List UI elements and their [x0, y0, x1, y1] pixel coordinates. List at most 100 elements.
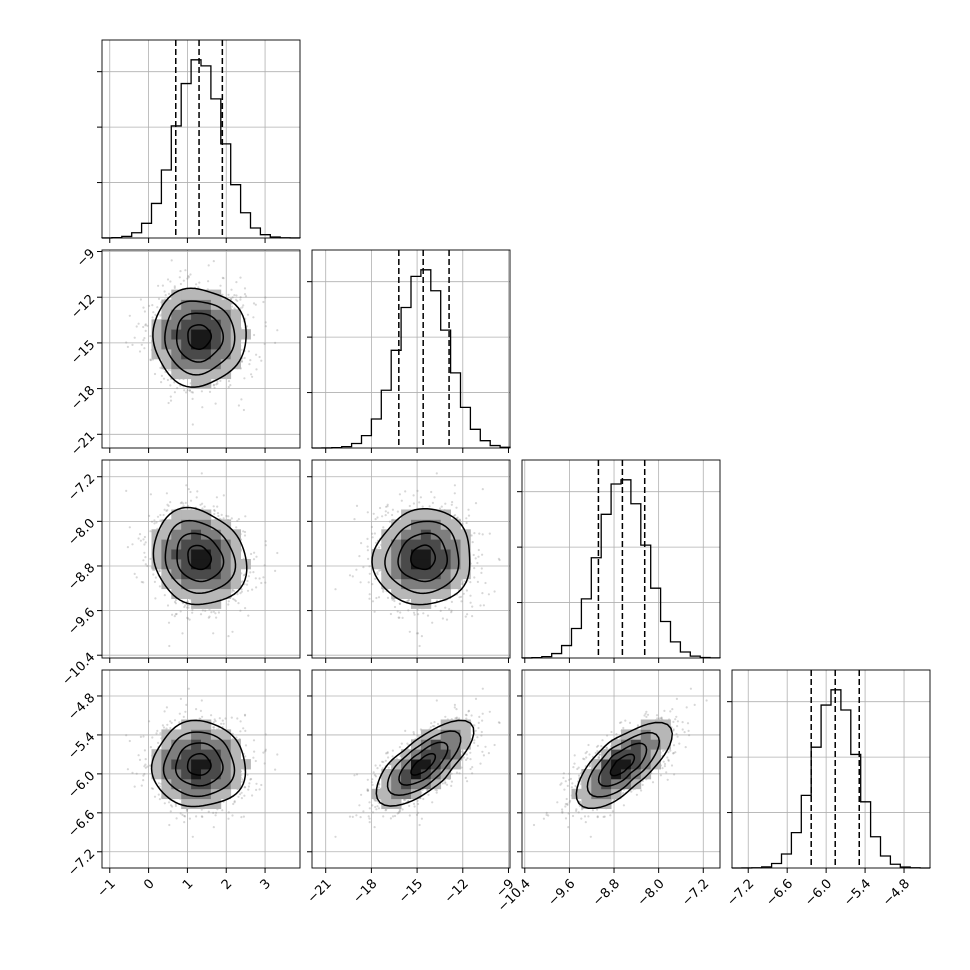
sample-point	[242, 304, 245, 307]
sample-point	[149, 530, 152, 533]
density-panel-2-1	[101, 249, 301, 449]
sample-point	[460, 600, 463, 603]
sample-point	[212, 610, 215, 613]
sample-point	[139, 298, 142, 301]
sample-point	[150, 520, 154, 523]
sample-point	[186, 277, 189, 280]
sample-point	[191, 397, 194, 400]
sample-point	[137, 537, 140, 540]
sample-point	[148, 304, 151, 307]
density-cell	[420, 559, 432, 570]
sample-point	[149, 557, 152, 561]
sample-point	[355, 568, 358, 571]
sample-point	[227, 293, 230, 296]
density-cell	[161, 549, 172, 560]
panel-frame	[731, 669, 931, 869]
sample-point	[371, 532, 374, 535]
sample-point	[183, 605, 186, 609]
sample-point	[373, 532, 376, 535]
sample-point	[131, 543, 134, 546]
sample-point	[366, 537, 369, 541]
sample-point	[408, 599, 411, 602]
sample-point	[408, 504, 411, 508]
sample-point	[169, 280, 172, 283]
sample-point	[444, 606, 447, 609]
sample-point	[163, 290, 166, 293]
sample-point	[227, 380, 231, 383]
sample-point	[179, 610, 182, 613]
density-cell	[391, 578, 402, 590]
density-cell	[181, 509, 192, 520]
density-cell	[181, 519, 192, 530]
sample-point	[235, 281, 238, 284]
sample-point	[237, 602, 240, 605]
sample-point	[170, 259, 173, 262]
density-cell	[191, 559, 202, 570]
sample-point	[237, 404, 240, 407]
density-cell	[220, 539, 232, 550]
sample-point	[249, 359, 252, 362]
sample-point	[251, 588, 254, 591]
sample-point	[220, 513, 223, 517]
sample-point	[126, 546, 129, 549]
histogram-step-line	[101, 59, 301, 239]
sample-point	[126, 345, 129, 348]
density-cell	[210, 578, 222, 590]
sample-point	[240, 360, 244, 363]
sample-point	[144, 541, 147, 544]
sample-point	[187, 604, 190, 607]
density-cell	[171, 588, 182, 599]
histogram-panel-2	[307, 249, 511, 449]
sample-point	[254, 303, 257, 306]
density-cell	[230, 578, 241, 590]
sample-point	[190, 391, 193, 394]
sample-point	[374, 577, 377, 581]
sample-point	[158, 585, 161, 588]
sample-point	[244, 295, 248, 298]
sample-point	[165, 509, 168, 513]
density-cell	[230, 549, 241, 560]
density-cell	[201, 358, 212, 370]
sample-point	[463, 580, 466, 583]
sample-point	[412, 611, 416, 614]
sample-point	[169, 501, 172, 504]
density-panel-4-1	[101, 669, 301, 869]
density-cell	[201, 299, 212, 310]
sample-point	[166, 278, 170, 281]
density-cell	[181, 349, 192, 360]
contour-line-1	[187, 324, 213, 350]
density-cell	[171, 309, 182, 320]
sample-point	[169, 395, 172, 398]
contour-line-1	[187, 544, 213, 571]
density-cell	[411, 549, 422, 560]
sample-point	[243, 530, 247, 534]
sample-point	[263, 564, 266, 567]
sample-point	[469, 601, 472, 604]
sample-point	[231, 296, 234, 299]
density-cell	[440, 519, 451, 530]
sample-point	[396, 510, 399, 513]
sample-point	[368, 565, 371, 568]
sample-point	[179, 282, 182, 286]
sample-point	[399, 611, 402, 614]
sample-point	[250, 373, 253, 376]
sample-point	[167, 401, 170, 405]
sample-point	[244, 729, 247, 733]
density-cell	[220, 299, 232, 310]
sample-point	[200, 815, 203, 818]
sample-point	[385, 505, 388, 508]
density-cell	[191, 578, 202, 590]
density-cell	[220, 559, 232, 570]
sample-point	[391, 598, 394, 601]
sample-point	[371, 583, 374, 586]
density-cell	[371, 549, 382, 560]
sample-point	[189, 499, 193, 502]
sample-point	[246, 579, 249, 583]
sample-point	[143, 543, 146, 546]
density-cell	[411, 559, 422, 570]
sample-point	[181, 632, 184, 635]
sample-point	[142, 325, 145, 329]
sample-point	[417, 613, 420, 616]
sample-point	[156, 515, 160, 518]
sample-point	[435, 472, 438, 475]
